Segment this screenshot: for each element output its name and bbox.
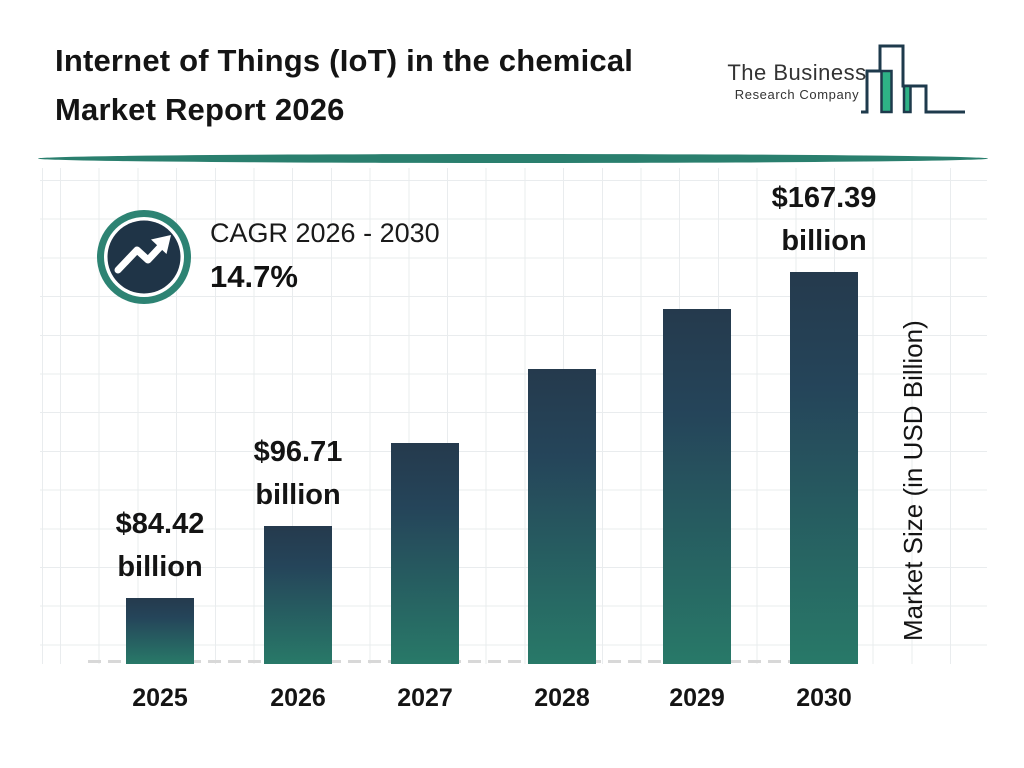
data-label-2025: $84.42 billion — [50, 503, 270, 589]
trend-up-icon — [114, 235, 171, 274]
bar-2025 — [126, 598, 194, 664]
data-label-unit: billion — [255, 479, 341, 511]
cagr-label: CAGR 2026 - 2030 — [210, 218, 440, 248]
data-label-2026: $96.71 billion — [188, 431, 408, 517]
x-tick-label-2027: 2027 — [397, 684, 453, 712]
data-label-value: $96.71 — [253, 436, 343, 468]
page-title-line-1: Internet of Things (IoT) in the chemical — [55, 43, 634, 78]
bar-2028 — [528, 369, 596, 664]
data-label-value: $167.39 — [771, 182, 877, 214]
bar-chart-buildings-icon — [861, 44, 965, 114]
data-label-2030: $167.39 billion — [714, 177, 934, 263]
data-label-value: $84.42 — [115, 508, 205, 540]
cagr-text-block: CAGR 2026 - 2030 14.7% — [210, 218, 440, 295]
company-logo: The Business Research Company — [720, 38, 988, 118]
bar-2029 — [663, 309, 731, 664]
company-logo-text: The Business Research Company — [726, 60, 868, 102]
x-tick-label-2025: 2025 — [132, 684, 188, 712]
data-label-unit: billion — [117, 551, 203, 583]
x-tick-label-2026: 2026 — [270, 684, 326, 712]
page-title-line-2: Market Report 2026 — [55, 92, 345, 127]
x-axis-baseline — [88, 660, 858, 663]
page-title: Internet of Things (IoT) in the chemical… — [55, 36, 755, 134]
y-axis-label: Market Size (in USD Billion) — [898, 320, 928, 641]
x-tick-label-2028: 2028 — [534, 684, 590, 712]
company-subname: Research Company — [734, 87, 860, 102]
x-tick-label-2030: 2030 — [796, 684, 852, 712]
divider-line — [38, 154, 988, 163]
bar-2030 — [790, 272, 858, 664]
cagr-value: 14.7% — [210, 259, 298, 294]
data-label-unit: billion — [781, 225, 867, 257]
bar-2026 — [264, 526, 332, 664]
company-name: The Business — [727, 60, 867, 85]
x-tick-label-2029: 2029 — [669, 684, 725, 712]
cagr-badge — [97, 210, 191, 304]
bar-2027 — [391, 443, 459, 664]
